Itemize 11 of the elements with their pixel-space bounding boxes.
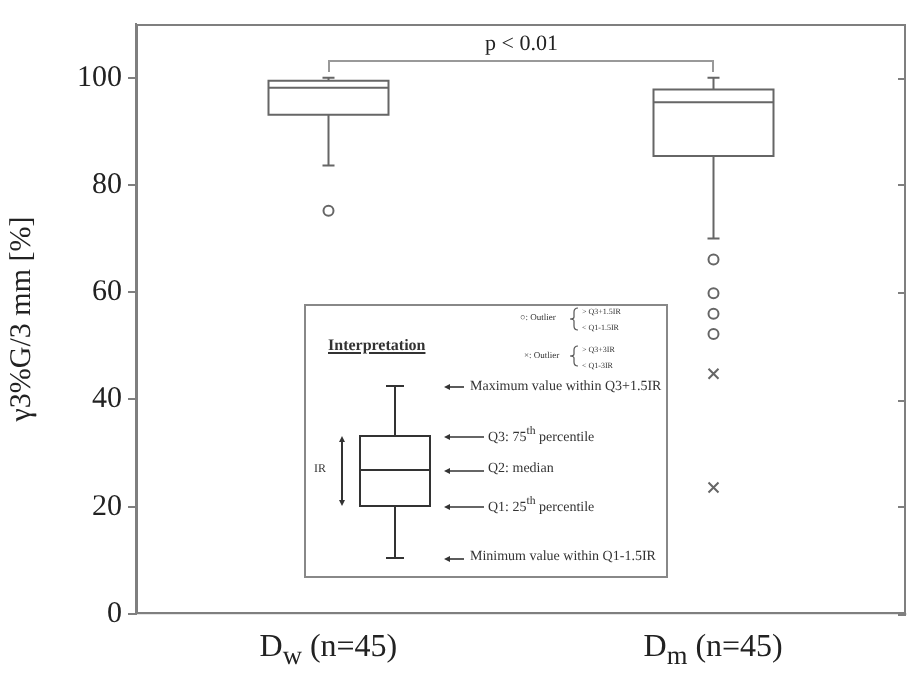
y-tick-label: 0 [107, 597, 122, 630]
y-tick-label: 20 [92, 490, 122, 523]
y-tick-label: 80 [92, 168, 122, 201]
annotation: Interpretation [328, 336, 426, 354]
y-axis-title: γ3%G/3 mm [%] [5, 216, 38, 424]
annotation: p < 0.01 [485, 31, 558, 56]
y-tick-label: 100 [77, 61, 122, 94]
x-tick-label: D$_{w}$ (n=45) [259, 630, 398, 671]
y-tick-label: 60 [92, 276, 122, 309]
y-tick-label: 40 [92, 383, 122, 416]
x-tick-label: D$_{m}$ (n=45) [643, 630, 783, 671]
